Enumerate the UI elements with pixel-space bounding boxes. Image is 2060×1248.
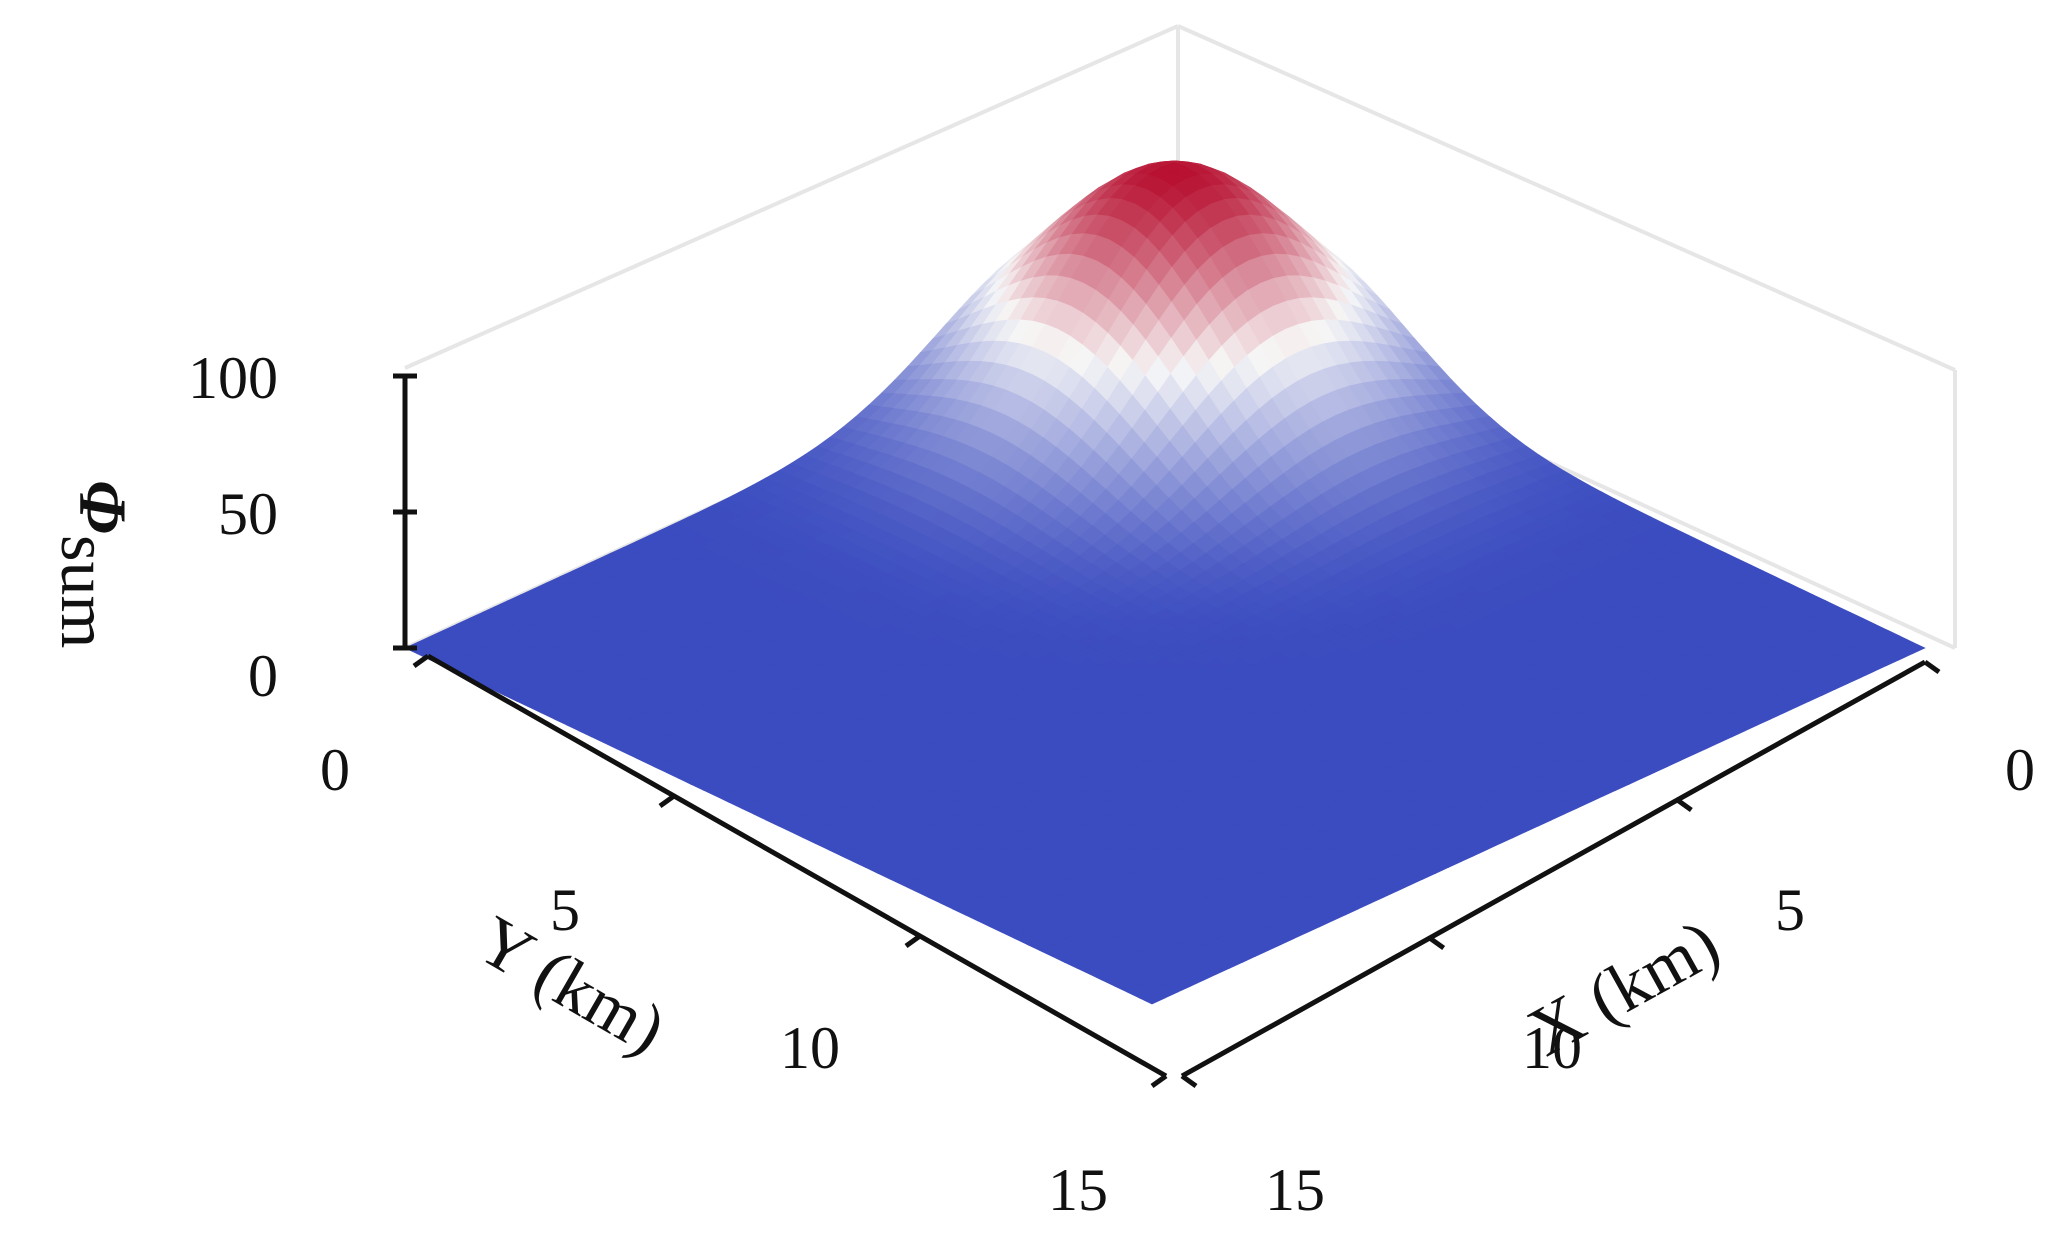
x-tick-label: 5 [1775, 877, 1805, 943]
x-tick-label: 0 [2005, 737, 2035, 803]
y-tick-label: 0 [320, 737, 350, 803]
x-tick-mark [1923, 659, 1941, 675]
x-tick-mark [1428, 935, 1446, 951]
y-tick-label: 10 [780, 1015, 840, 1081]
y-axis-line [426, 653, 1168, 1079]
z-axis-label-subscript: sum [47, 535, 123, 648]
axes: 0 50 100 0 5 10 15 0 5 10 15 [188, 345, 2035, 1223]
x-tick-mark [1180, 1073, 1198, 1089]
y-tick-mark [1150, 1073, 1168, 1089]
z-tick-label: 100 [188, 345, 278, 411]
z-axis-label: Φ sum [47, 480, 141, 648]
x-tick-mark [1675, 797, 1693, 813]
x-axis-label: X (km) [1516, 905, 1732, 1071]
y-tick-mark [658, 793, 676, 809]
z-tick-label: 0 [248, 643, 278, 709]
y-tick-label: 5 [550, 877, 580, 943]
surface-plot [404, 160, 1926, 1005]
y-tick-mark [412, 653, 430, 669]
x-ticks: 0 5 10 15 [1180, 659, 2035, 1223]
z-ticks: 0 50 100 [188, 345, 417, 709]
y-tick-label: 15 [1048, 1157, 1108, 1223]
x-tick-label: 10 [1522, 1015, 1582, 1081]
z-axis-label-symbol: Φ [65, 480, 141, 534]
y-tick-mark [904, 933, 922, 949]
frame-back-right-top [1177, 24, 1956, 372]
x-tick-label: 15 [1265, 1157, 1325, 1223]
z-tick-label: 50 [218, 481, 278, 547]
frame-back-left-top [404, 24, 1179, 370]
y-ticks: 0 5 10 15 [320, 653, 1168, 1223]
surface-cell [1138, 991, 1166, 1005]
x-axis-line [1180, 659, 1927, 1079]
